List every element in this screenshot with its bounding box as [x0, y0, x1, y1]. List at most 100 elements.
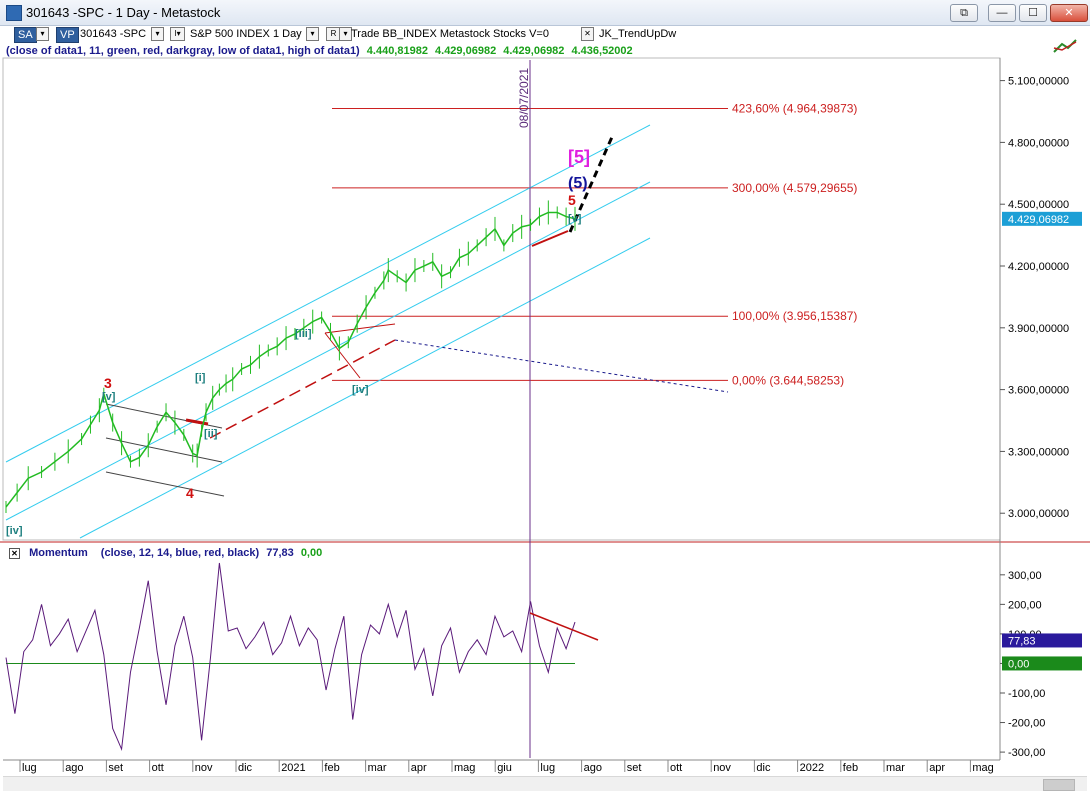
momentum-value: 77,83 [266, 547, 294, 559]
x-tick-label: nov [713, 762, 731, 774]
x-tick-label: feb [843, 762, 858, 774]
momentum-tick-label: 300,00 [1008, 570, 1042, 582]
price-value-2: 4.429,06982 [435, 45, 497, 57]
wave-label: [iv] [6, 525, 23, 537]
x-tick-label: nov [195, 762, 213, 774]
trend-channel-line [5, 124, 651, 463]
red-trend-marker [185, 418, 209, 426]
wedge-line [105, 471, 225, 497]
symbol-dropdown[interactable]: ▾ [151, 27, 164, 41]
x-tick-label: 2022 [800, 762, 824, 774]
wave-label: (5) [568, 175, 588, 192]
price-value-4: 4.436,52002 [571, 45, 633, 57]
x-tick-label: ago [584, 762, 602, 774]
restore-chart-button[interactable]: ⧉ [950, 4, 978, 22]
x-tick-label: set [108, 762, 123, 774]
r-dropdown[interactable]: ▾ [339, 27, 352, 41]
momentum-divergence-line [529, 612, 599, 641]
x-tick-label: apr [929, 762, 945, 774]
price-tick-label: 5.100,00000 [1008, 76, 1069, 88]
x-tick-label: dic [756, 762, 771, 774]
maximize-button[interactable]: ☐ [1019, 4, 1047, 22]
momentum-value-label: 77,83 [1008, 635, 1036, 647]
trend-channel-line [5, 181, 651, 521]
price-tick-label: 4.800,00000 [1008, 137, 1069, 149]
momentum-header: ✕ Momentum (close, 12, 14, blue, red, bl… [9, 546, 322, 560]
period-dropdown[interactable]: I▾ [170, 27, 185, 41]
price-tick-label: 3.300,00000 [1008, 446, 1069, 458]
minimize-button[interactable]: — [988, 4, 1016, 22]
price-series-line [5, 211, 576, 508]
dotted-projection-line [394, 339, 729, 393]
trade-info-label: Trade BB_INDEX Metastock Stocks V=0 [351, 28, 549, 40]
momentum-close-button[interactable]: ✕ [9, 547, 20, 559]
momentum-params: (close, 12, 14, blue, red, black) [100, 547, 260, 559]
momentum-value-box [1002, 633, 1082, 648]
close-button[interactable]: ✕ [1050, 4, 1088, 22]
wave-label: [iv] [352, 384, 369, 396]
momentum-tick-label: -300,00 [1008, 747, 1045, 759]
metastock-app-icon [6, 5, 22, 21]
horizontal-scrollbar[interactable] [3, 776, 1087, 791]
x-tick-label: dic [238, 762, 253, 774]
sa-dropdown[interactable]: ▾ [36, 27, 49, 41]
x-tick-label: ott [670, 762, 682, 774]
x-tick-label: apr [411, 762, 427, 774]
window-title: 301643 -SPC - 1 Day - Metastock [26, 5, 221, 20]
last-price-box [1002, 211, 1082, 226]
x-tick-label: mag [454, 762, 475, 774]
last-price-label: 4.429,06982 [1008, 214, 1069, 226]
x-tick-label: feb [324, 762, 339, 774]
x-tick-label: giu [497, 762, 512, 774]
price-tick-label: 3.600,00000 [1008, 385, 1069, 397]
price-plot-label: (close of data1, 11, green, red, darkgra… [6, 45, 360, 57]
price-tick-label: 4.500,00000 [1008, 199, 1069, 211]
momentum-zero-box [1002, 656, 1082, 671]
momentum-zero-label: 0,00 [1008, 658, 1029, 670]
price-value-3: 4.429,06982 [503, 45, 565, 57]
price-value-1: 4.440,81982 [366, 45, 428, 57]
wave-label: [5] [568, 147, 590, 167]
x-tick-label: lug [22, 762, 37, 774]
x-tick-label: ott [152, 762, 164, 774]
x-tick-label: lug [540, 762, 555, 774]
wave-label: [iii] [295, 328, 312, 340]
title-bar: 301643 -SPC - 1 Day - Metastock ⧉ — ☐ ✕ [0, 0, 1090, 26]
x-tick-label: mar [886, 762, 905, 774]
security-dropdown[interactable]: ▾ [306, 27, 319, 41]
trend-channel-line [79, 237, 651, 539]
price-tick-label: 3.000,00000 [1008, 508, 1069, 520]
security-name-label: S&P 500 INDEX 1 Day [190, 28, 302, 40]
momentum-tick-label: 200,00 [1008, 599, 1042, 611]
red-trend-marker [531, 230, 569, 247]
wave-label: 4 [186, 485, 194, 501]
price-tick-label: 3.900,00000 [1008, 323, 1069, 335]
fib-level-label: 300,00% (4.579,29655) [732, 181, 857, 195]
wave-label: [v] [568, 213, 582, 225]
momentum-zero-value: 0,00 [300, 547, 323, 559]
triangle-line [324, 323, 396, 334]
fib-level-label: 0,00% (3.644,58253) [732, 373, 844, 387]
fib-level-label: 423,60% (4.964,39873) [732, 102, 857, 116]
date-marker-label: 08/07/2021 [517, 68, 531, 128]
x-tick-label: mag [972, 762, 993, 774]
wave-label: 3 [104, 375, 112, 391]
expert-remove-button[interactable]: ✕ [581, 27, 594, 41]
projection-dash-line [568, 136, 614, 233]
price-pane-frame [2, 57, 1001, 541]
vp-button[interactable]: VP [56, 27, 79, 43]
wave-label: [v] [102, 391, 116, 403]
momentum-series-line [5, 562, 576, 752]
trend-tool-icon[interactable] [1052, 38, 1078, 54]
scrollbar-thumb[interactable] [1043, 779, 1075, 791]
sa-button[interactable]: SA [14, 27, 37, 43]
wedge-line [105, 437, 223, 463]
expert-name-label: JK_TrendUpDw [599, 28, 677, 40]
price-tick-label: 4.200,00000 [1008, 261, 1069, 273]
x-tick-label: ago [65, 762, 83, 774]
wave-label: [ii] [204, 428, 218, 440]
momentum-tick-label: -100,00 [1008, 688, 1045, 700]
wave-label: [i] [195, 372, 206, 384]
momentum-name: Momentum [29, 547, 88, 559]
